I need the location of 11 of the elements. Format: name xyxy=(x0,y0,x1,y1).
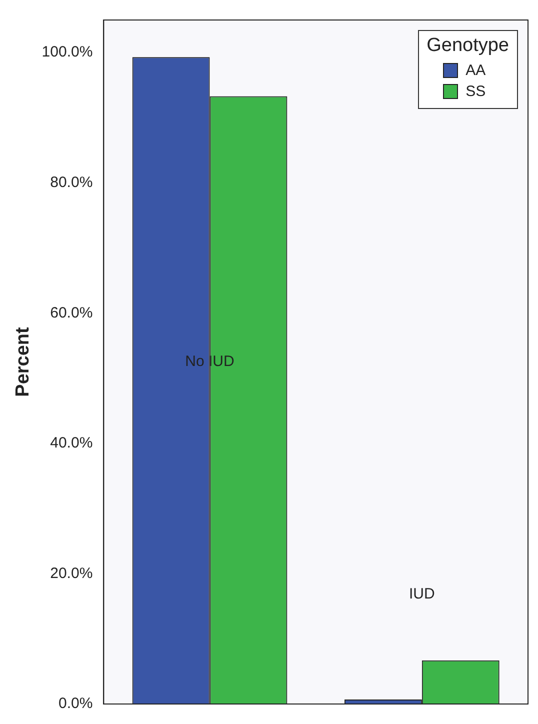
y-tick-label: 60.0% xyxy=(50,304,93,322)
legend-label: SS xyxy=(466,82,486,102)
y-axis-title: Percent xyxy=(12,326,34,397)
x-tick-label: IUD xyxy=(408,586,435,603)
y-tick-label: 80.0% xyxy=(50,174,93,191)
y-tick-label: 0.0% xyxy=(58,695,93,712)
legend-label: AA xyxy=(466,61,486,81)
y-tick-label: 100.0% xyxy=(42,44,93,61)
legend-title: Genotype xyxy=(426,35,509,57)
y-tick-label: 40.0% xyxy=(50,434,93,452)
y-tick-label: 20.0% xyxy=(50,564,93,582)
